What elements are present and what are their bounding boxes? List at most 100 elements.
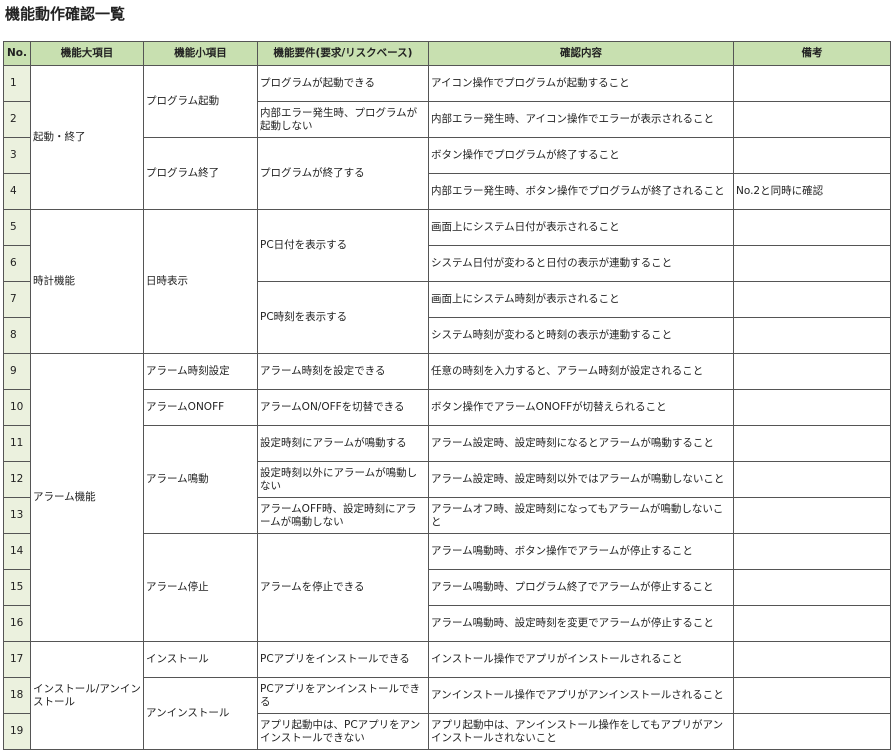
row-number[interactable]: 12 (3, 461, 31, 498)
row-number[interactable]: 10 (3, 389, 31, 426)
row-number[interactable]: 13 (3, 497, 31, 534)
row-number[interactable]: 5 (3, 209, 31, 246)
notes-cell[interactable] (733, 605, 891, 642)
row-number[interactable]: 11 (3, 425, 31, 462)
requirement-cell[interactable]: PC日付を表示する (257, 209, 429, 282)
requirement-cell[interactable]: アプリ起動中は、PCアプリをアンインストールできない (257, 713, 429, 750)
requirement-cell[interactable]: PC時刻を表示する (257, 281, 429, 354)
table-row: 19 アプリ起動中は、PCアプリをアンインストールできない アプリ起動中は、アンイン… (3, 713, 891, 750)
requirement-cell[interactable]: プログラムが起動できる (257, 65, 429, 102)
minor-item-cell[interactable]: アラームONOFF (143, 389, 258, 426)
table-row: 2 内部エラー発生時、プログラムが起動しない 内部エラー発生時、アイコン操作でエラー… (3, 101, 891, 138)
notes-cell[interactable]: No.2と同時に確認 (733, 173, 891, 210)
check-content-cell[interactable]: 内部エラー発生時、ボタン操作でプログラムが終了されること (428, 173, 734, 210)
check-content-cell[interactable]: アプリ起動中は、アンインストール操作をしてもアプリがアンインストールされないこと (428, 713, 734, 750)
row-number[interactable]: 4 (3, 173, 31, 210)
row-number[interactable]: 8 (3, 317, 31, 354)
row-number[interactable]: 9 (3, 353, 31, 390)
major-item-cell[interactable]: インストール/アンインストール (30, 641, 144, 750)
major-item-cell[interactable]: 起動・終了 (30, 65, 144, 210)
table-row: 11 アラーム鳴動 設定時刻にアラームが鳴動する アラーム設定時、設定時刻になるとアラ… (3, 425, 891, 534)
header-check-content: 確認内容 (428, 41, 734, 66)
table-row: 8 システム時刻が変わると時刻の表示が連動すること (3, 317, 891, 354)
requirement-cell[interactable]: プログラムが終了する (257, 137, 429, 210)
minor-item-cell[interactable]: インストール (143, 641, 258, 678)
header-requirement: 機能要件(要求/リスクベース) (257, 41, 429, 66)
requirement-cell[interactable]: 設定時刻以外にアラームが鳴動しない (257, 461, 429, 498)
row-number[interactable]: 19 (3, 713, 31, 750)
major-item-cell[interactable]: 時計機能 (30, 209, 144, 354)
header-row: No. 機能大項目 機能小項目 機能要件(要求/リスクベース) 確認内容 備考 (3, 41, 891, 66)
check-content-cell[interactable]: インストール操作でアプリがインストールされること (428, 641, 734, 678)
notes-cell[interactable] (733, 497, 891, 534)
check-content-cell[interactable]: アラーム鳴動時、プログラム終了でアラームが停止すること (428, 569, 734, 606)
row-number[interactable]: 16 (3, 605, 31, 642)
minor-item-cell[interactable]: アラーム停止 (143, 533, 258, 642)
row-number[interactable]: 3 (3, 137, 31, 174)
table-row: 18 アンインストール PCアプリをアンインストールできる アンインストール操作でアプ… (3, 677, 891, 750)
notes-cell[interactable] (733, 65, 891, 102)
row-number[interactable]: 15 (3, 569, 31, 606)
minor-item-cell[interactable]: プログラム起動 (143, 65, 258, 138)
check-content-cell[interactable]: ボタン操作でプログラムが終了すること (428, 137, 734, 174)
notes-cell[interactable] (733, 101, 891, 138)
header-no: No. (3, 41, 31, 66)
row-number[interactable]: 7 (3, 281, 31, 318)
notes-cell[interactable] (733, 389, 891, 426)
minor-item-cell[interactable]: プログラム終了 (143, 137, 258, 210)
check-content-cell[interactable]: ボタン操作でアラームONOFFが切替えられること (428, 389, 734, 426)
check-content-cell[interactable]: 画面上にシステム時刻が表示されること (428, 281, 734, 318)
notes-cell[interactable] (733, 137, 891, 174)
row-number[interactable]: 1 (3, 65, 31, 102)
notes-cell[interactable] (733, 209, 891, 246)
requirement-cell[interactable]: アラーム時刻を設定できる (257, 353, 429, 390)
minor-item-cell[interactable]: 日時表示 (143, 209, 258, 354)
check-content-cell[interactable]: 任意の時刻を入力すると、アラーム時刻が設定されること (428, 353, 734, 390)
requirement-cell[interactable]: 内部エラー発生時、プログラムが起動しない (257, 101, 429, 138)
page-title: 機能動作確認一覧 (5, 5, 126, 23)
notes-cell[interactable] (733, 641, 891, 678)
header-minor-item: 機能小項目 (143, 41, 258, 66)
notes-cell[interactable] (733, 317, 891, 354)
minor-item-cell[interactable]: アラーム鳴動 (143, 425, 258, 534)
check-content-cell[interactable]: アラーム鳴動時、設定時刻を変更でアラームが停止すること (428, 605, 734, 642)
table-row: 3 プログラム終了 プログラムが終了する ボタン操作でプログラムが終了すること (3, 137, 891, 210)
notes-cell[interactable] (733, 281, 891, 318)
notes-cell[interactable] (733, 677, 891, 714)
check-content-cell[interactable]: アラーム設定時、設定時刻になるとアラームが鳴動すること (428, 425, 734, 462)
requirement-cell[interactable]: アラームOFF時、設定時刻にアラームが鳴動しない (257, 497, 429, 534)
check-content-cell[interactable]: アイコン操作でプログラムが起動すること (428, 65, 734, 102)
notes-cell[interactable] (733, 713, 891, 750)
notes-cell[interactable] (733, 425, 891, 462)
table-row: 14 アラーム停止 アラームを停止できる アラーム鳴動時、ボタン操作でアラームが停止す… (3, 533, 891, 642)
row-number[interactable]: 2 (3, 101, 31, 138)
check-content-cell[interactable]: 内部エラー発生時、アイコン操作でエラーが表示されること (428, 101, 734, 138)
check-content-cell[interactable]: システム日付が変わると日付の表示が連動すること (428, 245, 734, 282)
minor-item-cell[interactable]: アラーム時刻設定 (143, 353, 258, 390)
check-content-cell[interactable]: アラーム鳴動時、ボタン操作でアラームが停止すること (428, 533, 734, 570)
row-number[interactable]: 18 (3, 677, 31, 714)
check-content-cell[interactable]: アンインストール操作でアプリがアンインストールされること (428, 677, 734, 714)
minor-item-cell[interactable]: アンインストール (143, 677, 258, 750)
row-number[interactable]: 6 (3, 245, 31, 282)
table-row: 7 PC時刻を表示する 画面上にシステム時刻が表示されること (3, 281, 891, 354)
check-content-cell[interactable]: システム時刻が変わると時刻の表示が連動すること (428, 317, 734, 354)
requirement-cell[interactable]: PCアプリをアンインストールできる (257, 677, 429, 714)
notes-cell[interactable] (733, 353, 891, 390)
major-item-cell[interactable]: アラーム機能 (30, 353, 144, 642)
check-content-cell[interactable]: アラームオフ時、設定時刻になってもアラームが鳴動しないこと (428, 497, 734, 534)
requirement-cell[interactable]: 設定時刻にアラームが鳴動する (257, 425, 429, 462)
requirement-cell[interactable]: アラームON/OFFを切替できる (257, 389, 429, 426)
row-number[interactable]: 14 (3, 533, 31, 570)
notes-cell[interactable] (733, 461, 891, 498)
check-content-cell[interactable]: アラーム設定時、設定時刻以外ではアラームが鳴動しないこと (428, 461, 734, 498)
check-content-cell[interactable]: 画面上にシステム日付が表示されること (428, 209, 734, 246)
notes-cell[interactable] (733, 245, 891, 282)
notes-cell[interactable] (733, 569, 891, 606)
table-row: 12 設定時刻以外にアラームが鳴動しない アラーム設定時、設定時刻以外ではアラームが… (3, 461, 891, 498)
table-row: 6 システム日付が変わると日付の表示が連動すること (3, 245, 891, 282)
requirement-cell[interactable]: PCアプリをインストールできる (257, 641, 429, 678)
requirement-cell[interactable]: アラームを停止できる (257, 533, 429, 642)
row-number[interactable]: 17 (3, 641, 31, 678)
notes-cell[interactable] (733, 533, 891, 570)
